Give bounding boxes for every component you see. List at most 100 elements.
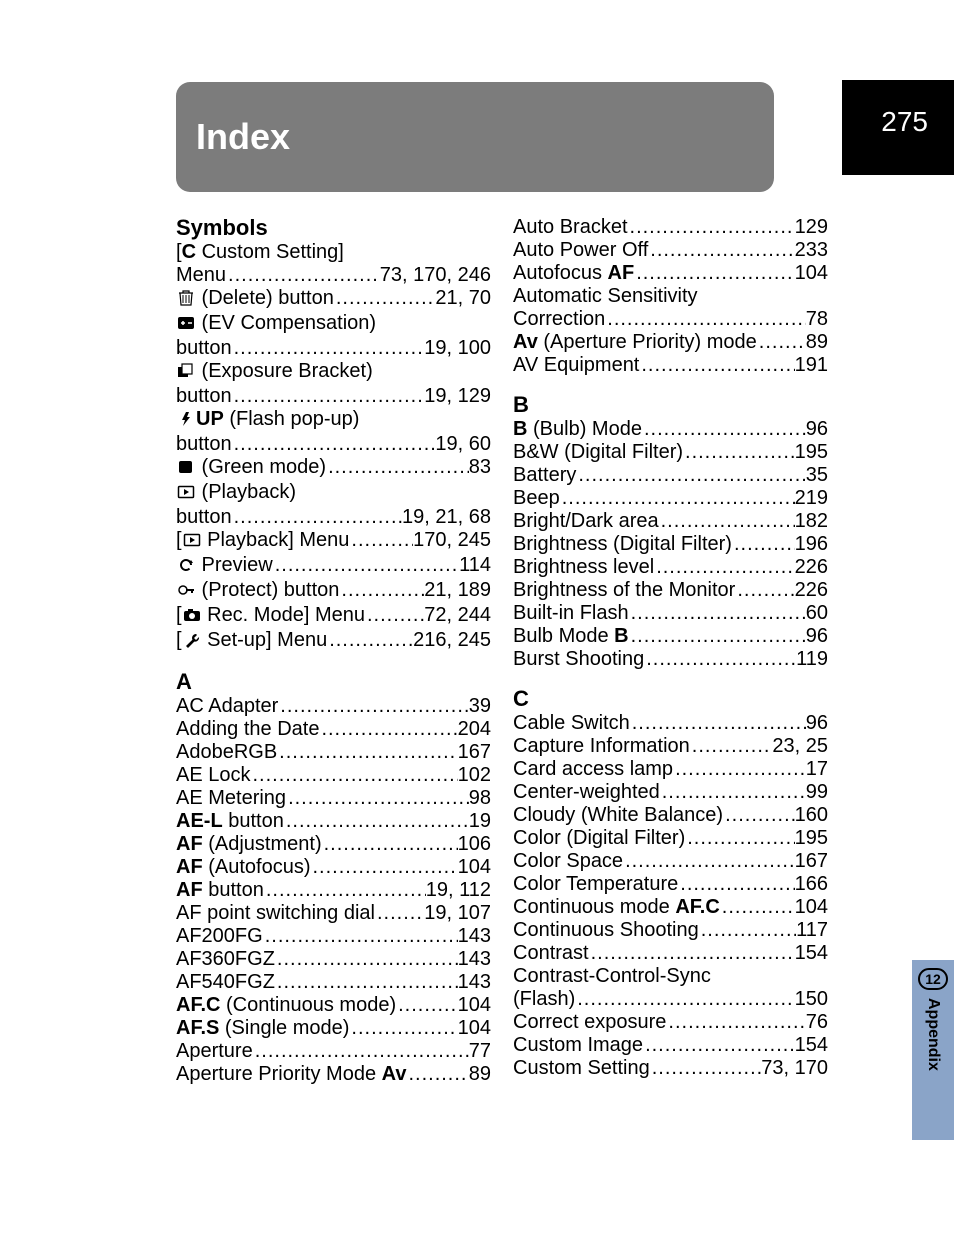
index-entry: AdobeRGB ...............................…	[176, 741, 491, 764]
protect-icon	[176, 581, 196, 604]
leader-dots: ........................................…	[349, 529, 413, 552]
index-term: Custom Setting	[513, 1057, 650, 1080]
index-term: Correction	[513, 308, 605, 331]
index-pages: 21, 70	[435, 287, 491, 310]
index-pages: 167	[458, 741, 491, 764]
index-entry: Center-weighted ........................…	[513, 781, 828, 804]
leader-dots: ........................................…	[275, 948, 458, 971]
leader-dots: ........................................…	[589, 942, 795, 965]
index-pages: 226	[795, 556, 828, 579]
index-term: Adding the Date	[176, 718, 319, 741]
leader-dots: ........................................…	[339, 579, 424, 602]
leader-dots: ........................................…	[678, 873, 794, 896]
index-entry: UP (Flash pop-up)	[176, 408, 491, 433]
leader-dots: ........................................…	[406, 1063, 468, 1086]
index-term: Burst Shooting	[513, 648, 644, 671]
index-term: AF point switching dial	[176, 902, 375, 925]
index-term: Preview	[176, 554, 273, 579]
leader-dots: ........................................…	[232, 385, 425, 408]
index-entry: Autofocus AF ...........................…	[513, 262, 828, 285]
leader-dots: ........................................…	[634, 262, 794, 285]
index-right-column: Auto Bracket ...........................…	[513, 216, 828, 1086]
index-term: B&W (Digital Filter)	[513, 441, 683, 464]
appendix-side-tab: 12 Appendix	[912, 960, 954, 1140]
index-term: AF.S (Single mode)	[176, 1017, 349, 1040]
leader-dots: ........................................…	[263, 925, 458, 948]
index-term: AE Lock	[176, 764, 250, 787]
index-entry: button .................................…	[176, 337, 491, 360]
leader-dots: ........................................…	[666, 1011, 805, 1034]
index-term: Contrast	[513, 942, 589, 965]
index-pages: 195	[795, 827, 828, 850]
index-entry: Contrast ...............................…	[513, 942, 828, 965]
index-pages: 104	[458, 994, 491, 1017]
index-term: AF (Adjustment)	[176, 833, 322, 856]
index-entry: (Green mode) ...........................…	[176, 456, 491, 481]
index-pages: 76	[806, 1011, 828, 1034]
index-entry: [ Rec. Mode] Menu ......................…	[176, 604, 491, 629]
index-term: (EV Compensation)	[176, 312, 376, 337]
index-pages: 77	[469, 1040, 491, 1063]
index-term: Automatic Sensitivity	[513, 285, 698, 308]
index-term: Autofocus AF	[513, 262, 634, 285]
index-pages: 19, 100	[424, 337, 491, 360]
index-entry: Aperture ...............................…	[176, 1040, 491, 1063]
index-term: Battery	[513, 464, 576, 487]
index-pages: 106	[458, 833, 491, 856]
index-term: button	[176, 385, 232, 408]
leader-dots: ........................................…	[654, 556, 794, 579]
leader-dots: ........................................…	[629, 602, 806, 625]
index-term: (Delete) button	[176, 287, 334, 312]
index-term: Brightness of the Monitor	[513, 579, 735, 602]
index-entry: Beep ...................................…	[513, 487, 828, 510]
index-entry: (Exposure Bracket)	[176, 360, 491, 385]
index-entry: Aperture Priority Mode Av ..............…	[176, 1063, 491, 1086]
index-pages: 104	[795, 896, 828, 919]
index-term: Card access lamp	[513, 758, 673, 781]
index-term: Auto Bracket	[513, 216, 628, 239]
page-number-tab: 275	[842, 80, 954, 175]
index-entry: (Protect) button .......................…	[176, 579, 491, 604]
index-pages: 143	[458, 971, 491, 994]
leader-dots: ........................................…	[605, 308, 805, 331]
index-pages: 60	[806, 602, 828, 625]
index-entry: [ Playback] Menu .......................…	[176, 529, 491, 554]
index-term: Correct exposure	[513, 1011, 666, 1034]
index-entry: AE-L button ............................…	[176, 810, 491, 833]
index-term: button	[176, 506, 232, 529]
leader-dots: ........................................…	[720, 896, 795, 919]
leader-dots: ........................................…	[757, 331, 806, 354]
index-pages: 78	[806, 308, 828, 331]
index-pages: 154	[795, 1034, 828, 1057]
index-term: Menu	[176, 264, 226, 287]
leader-dots: ........................................…	[232, 433, 436, 456]
index-pages: 19, 112	[426, 879, 491, 902]
index-pages: 160	[795, 804, 828, 827]
index-pages: 191	[795, 354, 828, 377]
index-entry: AF.S (Single mode) .....................…	[176, 1017, 491, 1040]
index-pages: 119	[796, 648, 828, 671]
index-pages: 104	[458, 856, 491, 879]
index-entry: Correction .............................…	[513, 308, 828, 331]
index-term: Brightness (Digital Filter)	[513, 533, 732, 556]
index-pages: 96	[806, 712, 828, 735]
index-term: [ Set-up] Menu	[176, 629, 327, 654]
index-entry: Continuous Shooting ....................…	[513, 919, 828, 942]
index-term: button	[176, 433, 232, 456]
index-term: Center-weighted	[513, 781, 660, 804]
index-term: Beep	[513, 487, 560, 510]
leader-dots: ........................................…	[685, 827, 794, 850]
index-entry: Burst Shooting .........................…	[513, 648, 828, 671]
index-entry: Preview ................................…	[176, 554, 491, 579]
leader-dots: ........................................…	[628, 216, 795, 239]
leader-dots: ........................................…	[673, 758, 806, 781]
index-term: Cable Switch	[513, 712, 630, 735]
index-entry: Capture Information ....................…	[513, 735, 828, 758]
index-entry: Bulb Mode B ............................…	[513, 625, 828, 648]
leader-dots: ........................................…	[650, 1057, 762, 1080]
index-term: B (Bulb) Mode	[513, 418, 642, 441]
index-term: (Playback)	[176, 481, 296, 506]
page-number: 275	[881, 106, 928, 138]
index-term: Color Temperature	[513, 873, 678, 896]
index-left-column: Symbols[C Custom Setting]Menu ..........…	[176, 216, 491, 1086]
